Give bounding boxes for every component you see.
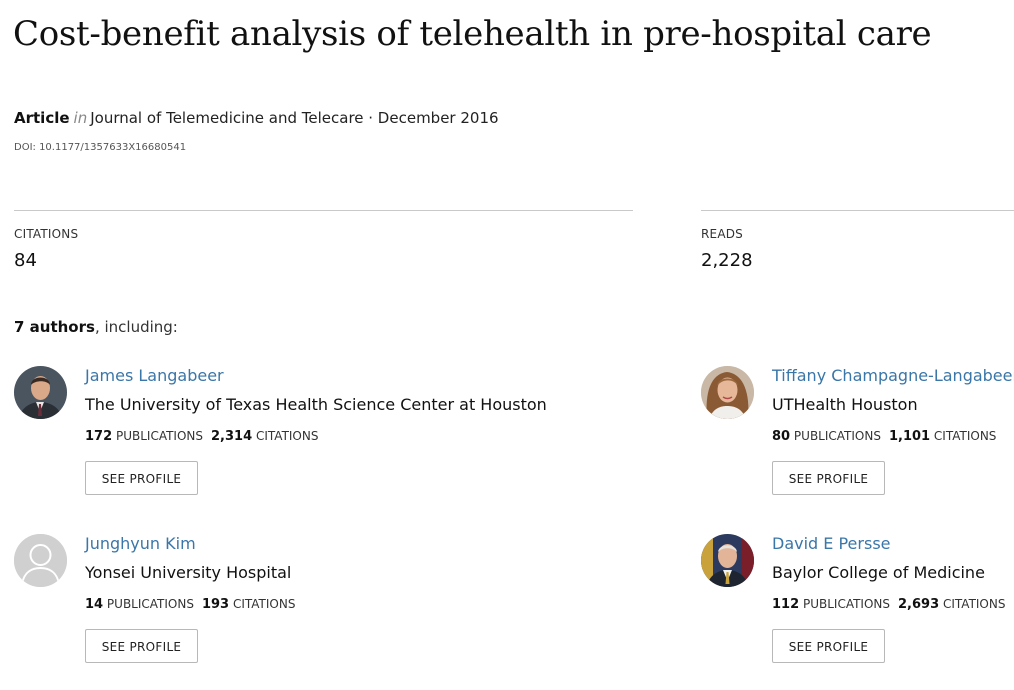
publications-count: 80: [772, 429, 791, 444]
publications-label: PUBLICATIONS: [106, 597, 194, 611]
author-name[interactable]: David E Persse: [772, 534, 891, 553]
author-photo-icon: [14, 366, 67, 419]
citations-label: CITATIONS: [942, 597, 1006, 611]
citations-label: CITATIONS: [933, 429, 997, 443]
article-type: Article: [14, 109, 70, 127]
in-label: in: [73, 109, 88, 127]
author-institution[interactable]: The University of Texas Health Science C…: [85, 395, 547, 414]
reads-count: 2,228: [701, 250, 753, 271]
citations-label: CITATIONS: [232, 597, 296, 611]
journal-date[interactable]: Journal of Telemedicine and Telecare · D…: [90, 109, 499, 127]
authors-suffix: , including:: [94, 318, 178, 336]
see-profile-button[interactable]: SEE PROFILE: [772, 461, 885, 495]
avatar[interactable]: [701, 534, 754, 587]
author-name[interactable]: Junghyun Kim: [85, 534, 196, 553]
author-stats: 14 PUBLICATIONS 193 CITATIONS: [85, 597, 295, 612]
citations-count: 2,693: [898, 597, 940, 612]
see-profile-button[interactable]: SEE PROFILE: [85, 461, 198, 495]
publications-label: PUBLICATIONS: [115, 429, 204, 443]
author-name[interactable]: Tiffany Champagne-Langabeer: [772, 366, 1014, 385]
avatar[interactable]: [701, 366, 754, 419]
reads-divider: [701, 210, 1014, 211]
avatar[interactable]: [14, 366, 67, 419]
author-card: Tiffany Champagne-Langabeer UTHealth Hou…: [701, 366, 1014, 506]
authors-heading: 7 authors, including:: [14, 318, 178, 336]
citations-label: CITATIONS: [14, 227, 79, 241]
author-institution[interactable]: Baylor College of Medicine: [772, 563, 985, 582]
see-profile-button[interactable]: SEE PROFILE: [772, 629, 885, 663]
publications-label: PUBLICATIONS: [802, 597, 891, 611]
author-stats: 112 PUBLICATIONS 2,693 CITATIONS: [772, 597, 1005, 612]
author-institution[interactable]: Yonsei University Hospital: [85, 563, 292, 582]
default-avatar-icon: [14, 534, 67, 587]
article-title: Cost-benefit analysis of telehealth in p…: [13, 14, 932, 54]
article-meta: Article in Journal of Telemedicine and Tel…: [14, 109, 499, 127]
see-profile-button[interactable]: SEE PROFILE: [85, 629, 198, 663]
author-stats: 172 PUBLICATIONS 2,314 CITATIONS: [85, 429, 318, 444]
publications-count: 14: [85, 597, 104, 612]
author-card: David E Persse Baylor College of Medicin…: [701, 534, 1014, 674]
reads-label: READS: [701, 227, 743, 241]
author-stats: 80 PUBLICATIONS 1,101 CITATIONS: [772, 429, 996, 444]
author-institution[interactable]: UTHealth Houston: [772, 395, 918, 414]
article-doi: DOI: 10.1177/1357633X16680541: [14, 142, 187, 153]
citations-divider: [14, 210, 633, 211]
author-photo-icon: [701, 534, 754, 587]
citations-count: 2,314: [211, 429, 253, 444]
citations-count: 193: [201, 597, 230, 612]
citations-count: 1,101: [888, 429, 931, 444]
publications-count: 112: [772, 597, 800, 612]
citations-count: 84: [14, 250, 37, 271]
publications-count: 172: [85, 429, 113, 444]
author-name[interactable]: James Langabeer: [85, 366, 224, 385]
citations-label: CITATIONS: [255, 429, 319, 443]
authors-count: 7 authors: [14, 318, 95, 336]
publications-label: PUBLICATIONS: [793, 429, 881, 443]
avatar[interactable]: [14, 534, 67, 587]
author-photo-icon: [701, 366, 754, 419]
author-card: Junghyun Kim Yonsei University Hospital …: [14, 534, 334, 674]
author-card: James Langabeer The University of Texas …: [14, 366, 547, 506]
